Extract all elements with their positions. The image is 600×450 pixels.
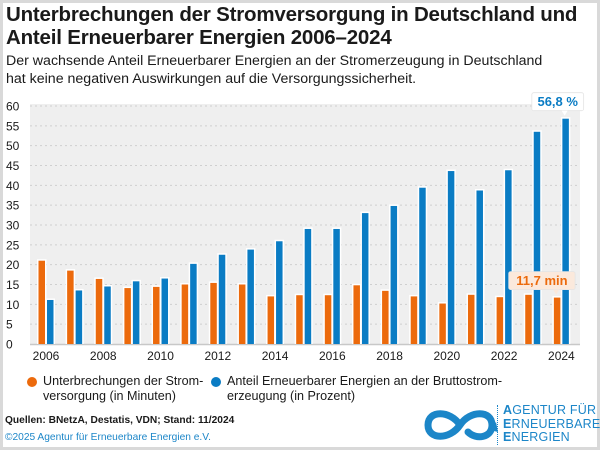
bar-interruptions-2023 xyxy=(525,294,532,344)
bar-renewables-2022 xyxy=(505,170,512,344)
x-tick-label: 2006 xyxy=(33,349,60,363)
bar-renewables-2021 xyxy=(476,190,483,344)
bar-interruptions-2017 xyxy=(353,285,360,344)
bar-interruptions-2007 xyxy=(67,270,74,344)
y-tick-label: 40 xyxy=(6,179,20,193)
y-tick-label: 15 xyxy=(6,278,20,292)
bar-interruptions-2006 xyxy=(38,260,45,344)
y-tick-label: 35 xyxy=(6,199,20,213)
x-tick-label: 2018 xyxy=(376,349,403,363)
legend-label-line-2: erzeugung (in Prozent) xyxy=(227,389,356,403)
sources-note: Quellen: BNetzA, Destatis, VDN; Stand: 1… xyxy=(5,415,235,426)
bar-renewables-2007 xyxy=(75,290,83,344)
bar-renewables-2023 xyxy=(533,131,541,344)
bar-chart: 0 5 10 15 20 25 30 35 40 45 50 55 60 2006 2008 2010 2012… xyxy=(6,92,585,363)
bar-renewables-2019 xyxy=(419,187,426,344)
bar-renewables-2016 xyxy=(333,228,340,344)
legend-dot-orange-icon xyxy=(27,377,37,387)
bar-interruptions-2021 xyxy=(467,294,475,344)
logo-line-2: ERNEUERBARE xyxy=(503,416,600,431)
y-tick-label: 50 xyxy=(6,139,20,153)
subtitle-line-1: Der wachsende Anteil Erneuerbarer Energi… xyxy=(6,53,543,69)
annotation-renewables-2024: 56,8 % xyxy=(537,94,578,109)
annotation-pointer xyxy=(553,289,560,295)
chart-title: Unterbrechungen der Stromversorgung in D… xyxy=(6,3,596,49)
annotation-interruptions-2024: 11,7 min xyxy=(516,273,567,288)
bar-renewables-2015 xyxy=(304,228,312,344)
bar-interruptions-2009 xyxy=(124,288,131,344)
bar-renewables-2013 xyxy=(247,249,254,344)
annotation-box xyxy=(531,92,585,112)
bar-interruptions-2012 xyxy=(210,282,217,344)
legend-label-line-1: Anteil Erneuerbarer Energien an der Brut… xyxy=(227,374,503,388)
bar-renewables-2009 xyxy=(132,281,140,344)
logo-line-1: AGENTUR FÜR xyxy=(503,403,597,417)
bar-renewables-2017 xyxy=(361,213,369,344)
bar-interruptions-2022 xyxy=(496,297,504,344)
bar-interruptions-2018 xyxy=(382,290,389,344)
x-tick-label: 2022 xyxy=(491,349,518,363)
bar-interruptions-2024 xyxy=(553,297,561,344)
x-tick-label: 2016 xyxy=(319,349,346,363)
bar-interruptions-2016 xyxy=(324,295,332,344)
bar-renewables-2010 xyxy=(161,278,169,344)
x-tick-label: 2010 xyxy=(147,349,174,363)
bar-renewables-2014 xyxy=(276,241,283,344)
chart-subtitle: Der wachsende Anteil Erneuerbarer Energi… xyxy=(6,52,596,88)
infinity-logo-icon xyxy=(424,410,498,441)
y-tick-label: 0 xyxy=(6,338,13,352)
bar-interruptions-2013 xyxy=(238,284,246,344)
y-tick-label: 20 xyxy=(6,258,20,272)
legend-item-interruptions: Unterbrechungen der Strom- versorgung (i… xyxy=(27,374,227,404)
logo-text: AGENTUR FÜR ERNEUERBARE ENERGIEN xyxy=(503,403,600,445)
title-line-1: Unterbrechungen der Stromversorgung in D… xyxy=(6,3,578,26)
legend-item-renewables: Anteil Erneuerbarer Energien an der Brut… xyxy=(211,374,511,404)
bar-renewables-2008 xyxy=(104,286,111,344)
annotation-box xyxy=(508,271,576,290)
title-line-2: Anteil Erneuerbarer Energien 2006–2024 xyxy=(6,26,392,49)
x-tick-label: 2008 xyxy=(90,349,117,363)
bar-interruptions-2015 xyxy=(296,295,303,344)
bar-interruptions-2014 xyxy=(267,296,275,344)
bar-renewables-2011 xyxy=(190,263,197,344)
bar-renewables-2018 xyxy=(390,205,398,344)
x-tick-label: 2024 xyxy=(548,349,575,363)
y-tick-label: 5 xyxy=(6,318,13,332)
legend-label-line-1: Unterbrechungen der Strom- xyxy=(43,374,204,388)
copyright-note: ©2025 Agentur für Erneuerbare Energien e… xyxy=(5,432,211,443)
x-tick-label: 2014 xyxy=(262,349,289,363)
y-tick-label: 55 xyxy=(6,119,20,133)
bar-renewables-2012 xyxy=(218,254,226,344)
logo-line-3: ENERGIEN xyxy=(503,430,570,444)
legend-dot-blue-icon xyxy=(211,377,221,387)
y-tick-label: 30 xyxy=(6,219,20,233)
y-tick-label: 60 xyxy=(6,100,20,114)
y-tick-label: 45 xyxy=(6,159,20,173)
y-tick-label: 25 xyxy=(6,238,20,252)
x-tick-label: 2012 xyxy=(204,349,231,363)
bar-interruptions-2019 xyxy=(410,296,418,344)
annotation-pointer xyxy=(561,110,568,116)
bar-renewables-2006 xyxy=(47,299,54,344)
bar-interruptions-2008 xyxy=(95,278,103,344)
bar-renewables-2020 xyxy=(447,171,455,344)
logo-divider xyxy=(497,405,498,445)
bar-interruptions-2011 xyxy=(181,284,189,344)
bar-interruptions-2020 xyxy=(439,303,446,344)
y-tick-label: 10 xyxy=(6,298,20,312)
bar-interruptions-2010 xyxy=(153,286,160,344)
legend-label-line-2: versorgung (in Minuten) xyxy=(43,389,176,403)
x-tick-label: 2020 xyxy=(433,349,460,363)
subtitle-line-2: hat keine negativen Auswirkungen auf die… xyxy=(6,71,417,87)
bar-renewables-2024 xyxy=(562,118,569,345)
